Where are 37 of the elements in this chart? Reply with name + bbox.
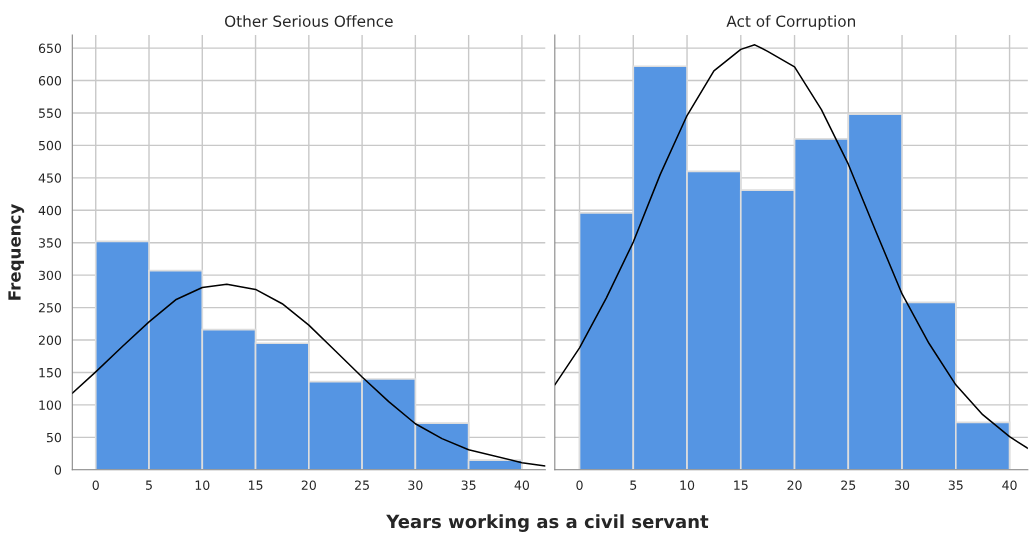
x-tick-label: 0 bbox=[576, 480, 583, 490]
y-tick-label: 600 bbox=[38, 75, 62, 86]
x-tick-label: 5 bbox=[146, 480, 152, 490]
x-tick-label: 35 bbox=[461, 480, 476, 490]
x-tick-label: 15 bbox=[734, 480, 748, 490]
x-tick-label: 20 bbox=[787, 480, 802, 490]
x-tick-label: 35 bbox=[948, 480, 963, 490]
x-tick-label: 10 bbox=[195, 480, 210, 490]
y-axis-title: Frequency bbox=[8, 203, 25, 300]
y-tick-label: 350 bbox=[38, 238, 62, 248]
y-tick-label: 150 bbox=[39, 367, 62, 378]
y-tick-label: 50 bbox=[46, 432, 62, 443]
x-tick-label: 40 bbox=[514, 480, 530, 490]
y-tick-label: 0 bbox=[54, 465, 62, 475]
y-tick-label: 450 bbox=[38, 173, 62, 183]
x-tick-label: 10 bbox=[680, 480, 695, 490]
x-tick-label: 15 bbox=[248, 480, 263, 490]
x-tick-label: 25 bbox=[355, 480, 369, 490]
y-tick-label: 550 bbox=[39, 108, 62, 118]
y-tick-label: 100 bbox=[39, 400, 62, 410]
y-tick-label: 650 bbox=[38, 43, 62, 53]
x-tick-label: 0 bbox=[92, 480, 99, 490]
x-tick-label: 25 bbox=[841, 480, 856, 490]
y-tick-label: 400 bbox=[38, 205, 62, 216]
x-tick-label: 5 bbox=[630, 480, 637, 490]
y-tick-label: 250 bbox=[38, 303, 62, 313]
line-series bbox=[72, 283, 546, 467]
chart-title: Other Serious Offence bbox=[225, 15, 393, 27]
x-tick-label: 30 bbox=[895, 480, 910, 490]
chart-title: Act of Corruption bbox=[726, 15, 856, 30]
y-tick-label: 200 bbox=[38, 335, 62, 345]
x-axis-title: Years working as a civil servant bbox=[386, 514, 709, 532]
y-tick-label: 300 bbox=[38, 270, 62, 281]
x-tick-label: 40 bbox=[1002, 480, 1017, 490]
x-tick-label: 30 bbox=[408, 480, 423, 490]
y-tick-label: 500 bbox=[39, 140, 62, 151]
x-tick-label: 20 bbox=[301, 480, 316, 490]
